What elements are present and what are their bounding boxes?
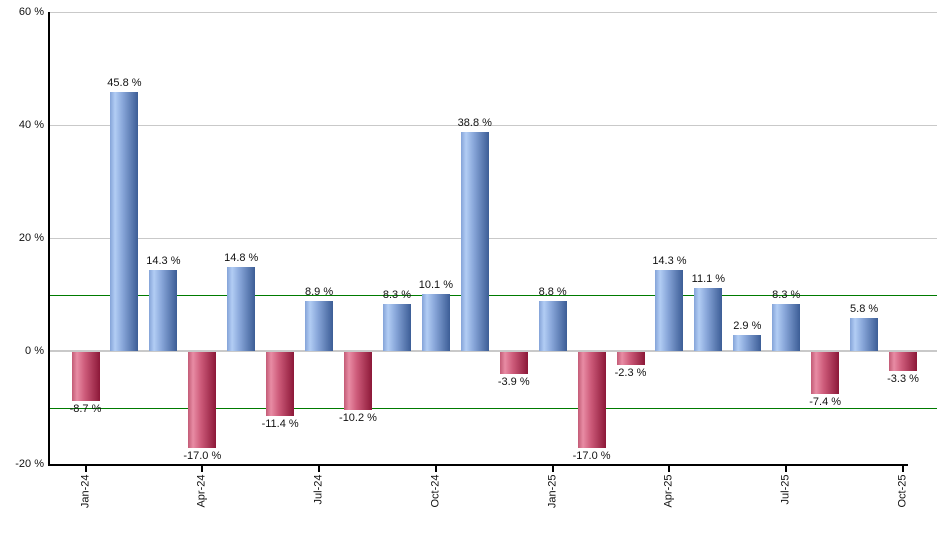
bar-value-label-Dec-24: -3.9 % bbox=[497, 376, 530, 388]
x-tick-label-Oct-25: Oct-25 bbox=[896, 474, 909, 508]
bar-value-label-Mar-24: 14.3 % bbox=[146, 255, 181, 267]
x-tick-label-Jan-24: Jan-24 bbox=[79, 474, 91, 509]
bar-Jan-25 bbox=[538, 301, 567, 351]
bar-value-label-Nov-24: 38.8 % bbox=[457, 117, 492, 129]
bar-Feb-25 bbox=[577, 352, 606, 448]
x-tick-label-Oct-24: Oct-24 bbox=[429, 474, 442, 508]
x-tick-label-Jul-25: Jul-25 bbox=[779, 474, 792, 505]
bar-Feb-24 bbox=[110, 92, 139, 351]
bar-value-label-Apr-24: -17.0 % bbox=[183, 450, 222, 462]
bar-Aug-24 bbox=[344, 352, 372, 410]
bar-Apr-24 bbox=[188, 352, 217, 448]
bar-value-label-Jan-24: -8.7 % bbox=[69, 403, 102, 415]
bar-value-label-Sep-24: 8.3 % bbox=[382, 289, 411, 301]
bar-Sep-25 bbox=[850, 318, 879, 351]
bar-Nov-24 bbox=[460, 132, 489, 351]
y-axis-label-20: 20 % bbox=[18, 232, 44, 244]
bar-value-label-Jul-25: 8.3 % bbox=[772, 289, 801, 301]
bar-Mar-24 bbox=[149, 270, 178, 351]
bar-Jan-24 bbox=[71, 352, 100, 401]
reference-line-10 bbox=[49, 295, 937, 296]
y-axis-label-40: 40 % bbox=[18, 119, 44, 131]
bar-value-label-May-24: 14.8 % bbox=[224, 252, 259, 264]
bar-May-24 bbox=[227, 267, 256, 351]
bar-value-label-Oct-24: 10.1 % bbox=[418, 279, 453, 291]
y-axis-label-0: 0 % bbox=[25, 345, 44, 357]
x-axis-line bbox=[48, 464, 908, 466]
x-tick-mark-Apr-25 bbox=[668, 466, 671, 472]
bar-Mar-25 bbox=[616, 352, 645, 365]
bar-value-label-Aug-25: -7.4 % bbox=[809, 396, 842, 408]
reference-line--10 bbox=[49, 408, 937, 409]
bar-value-label-Jan-25: 8.8 % bbox=[538, 286, 567, 298]
gridline-40 bbox=[49, 125, 937, 126]
bar-Jun-25 bbox=[733, 335, 762, 351]
gridline-60 bbox=[49, 12, 937, 13]
x-tick-mark-Jul-24 bbox=[318, 466, 321, 472]
bar-value-label-Feb-25: -17.0 % bbox=[572, 450, 611, 462]
bar-Jul-24 bbox=[305, 301, 334, 351]
bar-value-label-Jun-24: -11.4 % bbox=[261, 418, 299, 430]
gridline-20 bbox=[49, 238, 937, 239]
bar-Sep-24 bbox=[382, 304, 411, 351]
bar-value-label-May-25: 11.1 % bbox=[691, 273, 726, 285]
bar-value-label-Sep-25: 5.8 % bbox=[850, 303, 879, 315]
x-tick-mark-Jan-25 bbox=[551, 466, 554, 472]
bar-May-25 bbox=[694, 288, 723, 351]
gridline-0 bbox=[49, 350, 937, 352]
x-tick-label-Jul-24: Jul-24 bbox=[312, 474, 325, 505]
x-tick-mark-Oct-24 bbox=[434, 466, 437, 472]
bar-Aug-25 bbox=[811, 352, 840, 394]
x-tick-mark-Oct-25 bbox=[902, 466, 905, 472]
y-axis-line bbox=[48, 12, 50, 466]
bar-value-label-Apr-25: 14.3 % bbox=[652, 255, 687, 267]
y-axis-label--20: -20 % bbox=[15, 458, 44, 470]
y-axis-label-60: 60 % bbox=[18, 6, 44, 18]
x-tick-mark-Jul-25 bbox=[785, 466, 788, 472]
bar-Dec-24 bbox=[499, 352, 528, 374]
x-tick-label-Apr-24: Apr-24 bbox=[195, 474, 208, 508]
bar-Oct-25 bbox=[889, 352, 918, 371]
bar-Apr-25 bbox=[655, 270, 684, 351]
x-tick-mark-Jan-24 bbox=[84, 466, 87, 472]
bar-Jun-24 bbox=[266, 352, 295, 416]
x-tick-mark-Apr-24 bbox=[201, 466, 204, 472]
bar-value-label-Jun-25: 2.9 % bbox=[733, 320, 762, 332]
bar-value-label-Feb-24: 45.8 % bbox=[107, 77, 142, 89]
bar-value-label-Oct-25: -3.3 % bbox=[887, 373, 919, 385]
bar-Oct-24 bbox=[421, 294, 450, 351]
bar-value-label-Mar-25: -2.3 % bbox=[614, 367, 647, 379]
x-tick-label-Jan-25: Jan-25 bbox=[546, 474, 559, 509]
bar-value-label-Jul-24: 8.9 % bbox=[305, 286, 334, 298]
bar-value-label-Aug-24: -10.2 % bbox=[339, 412, 377, 424]
x-tick-label-Apr-25: Apr-25 bbox=[662, 474, 675, 508]
bar-Jul-25 bbox=[772, 304, 801, 351]
